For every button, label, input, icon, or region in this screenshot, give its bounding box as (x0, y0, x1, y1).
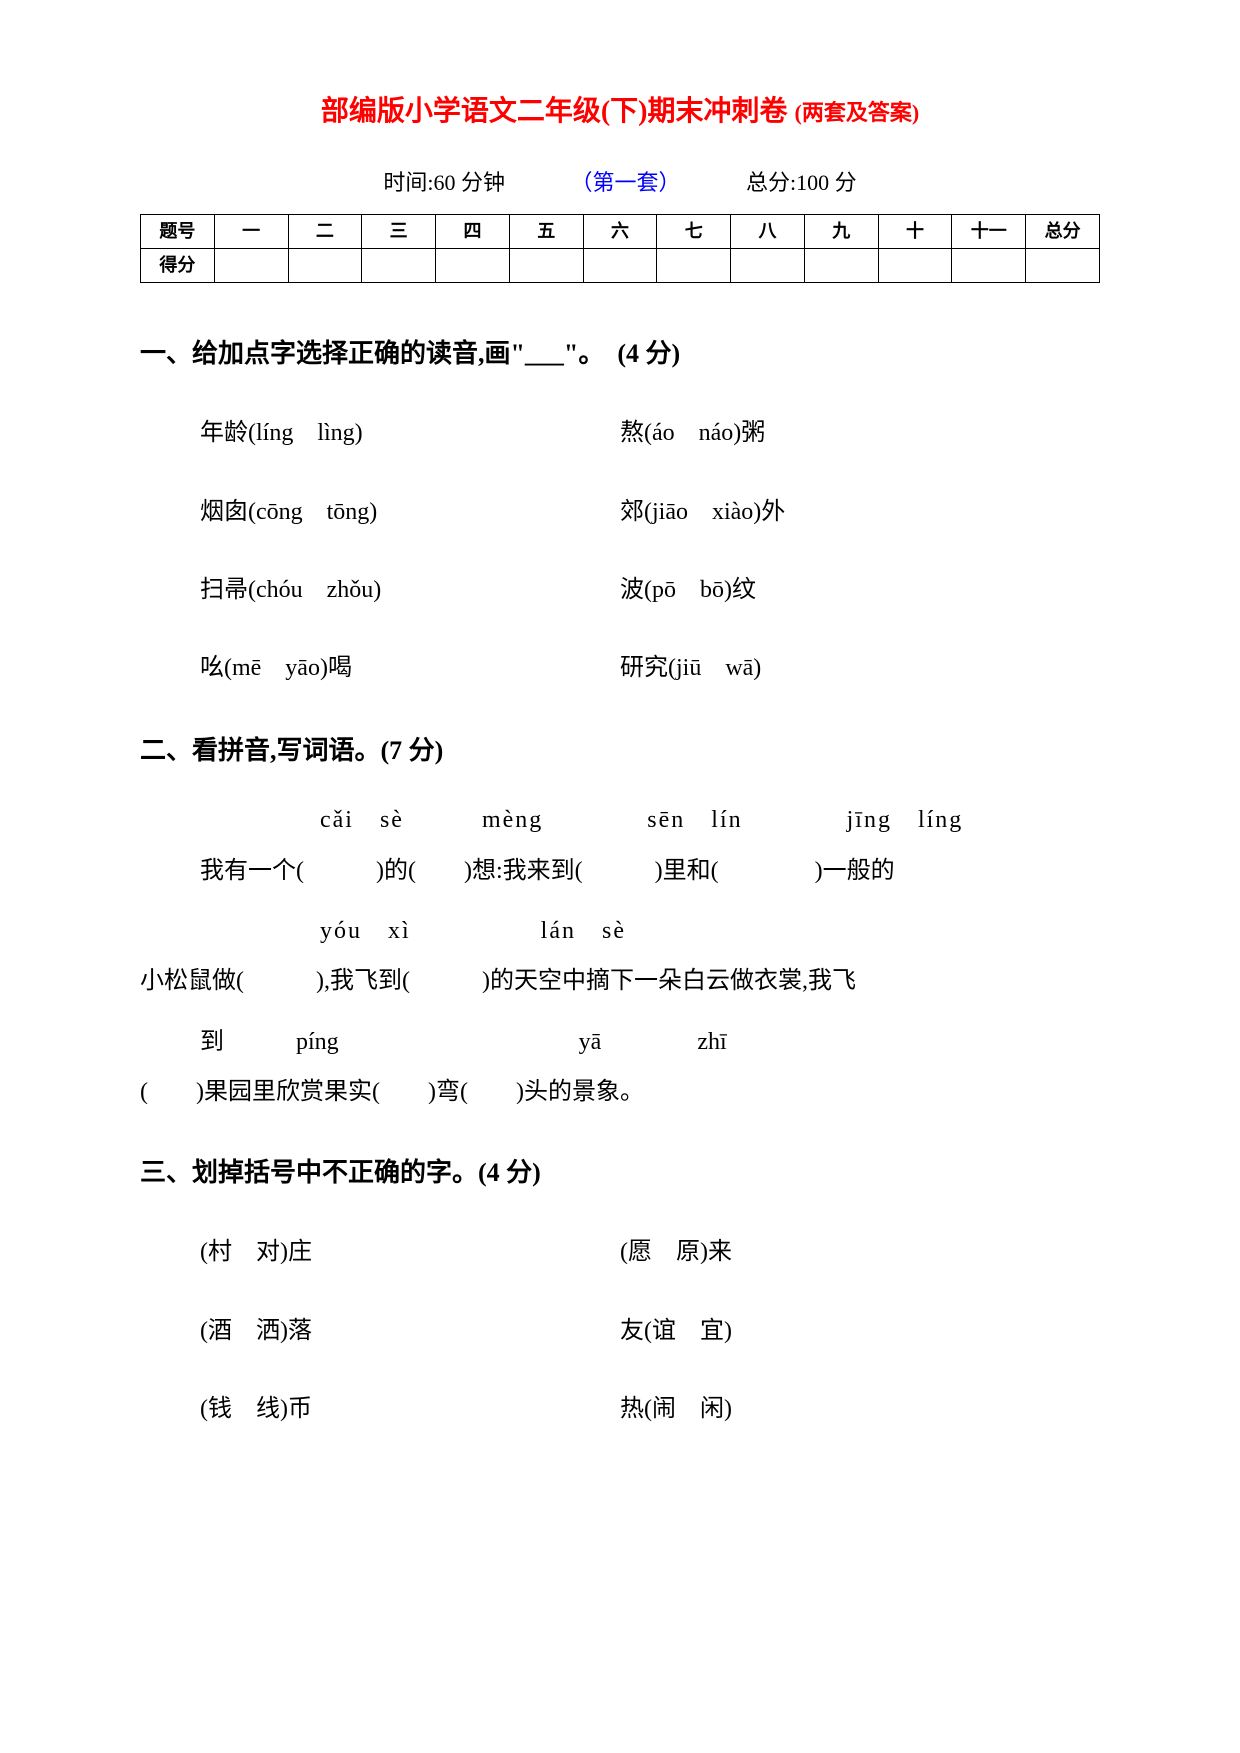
table-row-header: 题号 一 二 三 四 五 六 七 八 九 十 十一 总分 (141, 214, 1100, 248)
row-label-2: 得分 (141, 248, 215, 282)
info-line: 时间:60 分钟 （第一套） 总分:100 分 (140, 165, 1100, 200)
col-12: 总分 (1026, 214, 1100, 248)
title-main: 部编版小学语文二年级(下)期末冲刺卷 (321, 96, 788, 127)
col-4: 四 (436, 214, 510, 248)
q2-pinyin-3: 到 píng yā zhī (200, 1021, 1100, 1064)
col-1: 一 (214, 214, 288, 248)
row-label-1: 题号 (141, 214, 215, 248)
q2-pinyin-1: cǎi sè mèng sēn lín jīng líng (320, 799, 1100, 842)
total-label: 总分:100 分 (746, 170, 857, 195)
col-9: 九 (804, 214, 878, 248)
score-table: 题号 一 二 三 四 五 六 七 八 九 十 十一 总分 得分 (140, 214, 1100, 283)
col-3: 三 (362, 214, 436, 248)
q1-item-3: 扫帚(chóu zhǒu) 波(pō bō)纹 (200, 559, 1100, 621)
col-11: 十一 (952, 214, 1026, 248)
q1-item-4: 吆(mē yāo)喝 研究(jiū wā) (200, 637, 1100, 699)
col-10: 十 (878, 214, 952, 248)
col-8: 八 (731, 214, 805, 248)
q3-head: 三、划掉括号中不正确的字。(4 分) (140, 1152, 1100, 1194)
q2-text-1: 我有一个( )的( )想:我来到( )里和( )一般的 (200, 843, 1100, 901)
q2-text-3: ( )果园里欣赏果实( )弯( )头的景象。 (140, 1064, 1100, 1122)
title-sub: (两套及答案) (795, 100, 920, 125)
col-7: 七 (657, 214, 731, 248)
q3-item-2: (酒 洒)落 友(谊 宜) (200, 1300, 1100, 1362)
exam-title: 部编版小学语文二年级(下)期末冲刺卷 (两套及答案) (140, 90, 1100, 135)
q1-head: 一、给加点字选择正确的读音,画"___"。 (4 分) (140, 333, 1100, 375)
q2-pinyin-2: yóu xì lán sè (320, 910, 1100, 953)
q1-item-2: 烟囱(cōng tōng) 郊(jiāo xiào)外 (200, 481, 1100, 543)
q1-item-1: 年龄(líng lìng) 熬(áo náo)粥 (200, 402, 1100, 464)
col-5: 五 (509, 214, 583, 248)
q3-item-1: (村 对)庄 (愿 原)来 (200, 1221, 1100, 1283)
col-6: 六 (583, 214, 657, 248)
table-row-score: 得分 (141, 248, 1100, 282)
q2-head: 二、看拼音,写词语。(7 分) (140, 730, 1100, 772)
set-label: （第一套） (570, 170, 680, 195)
col-2: 二 (288, 214, 362, 248)
q3-item-3: (钱 线)币 热(闹 闲) (200, 1378, 1100, 1440)
q2-text-2: 小松鼠做( ),我飞到( )的天空中摘下一朵白云做衣裳,我飞 (140, 953, 1100, 1011)
time-label: 时间:60 分钟 (383, 170, 505, 195)
